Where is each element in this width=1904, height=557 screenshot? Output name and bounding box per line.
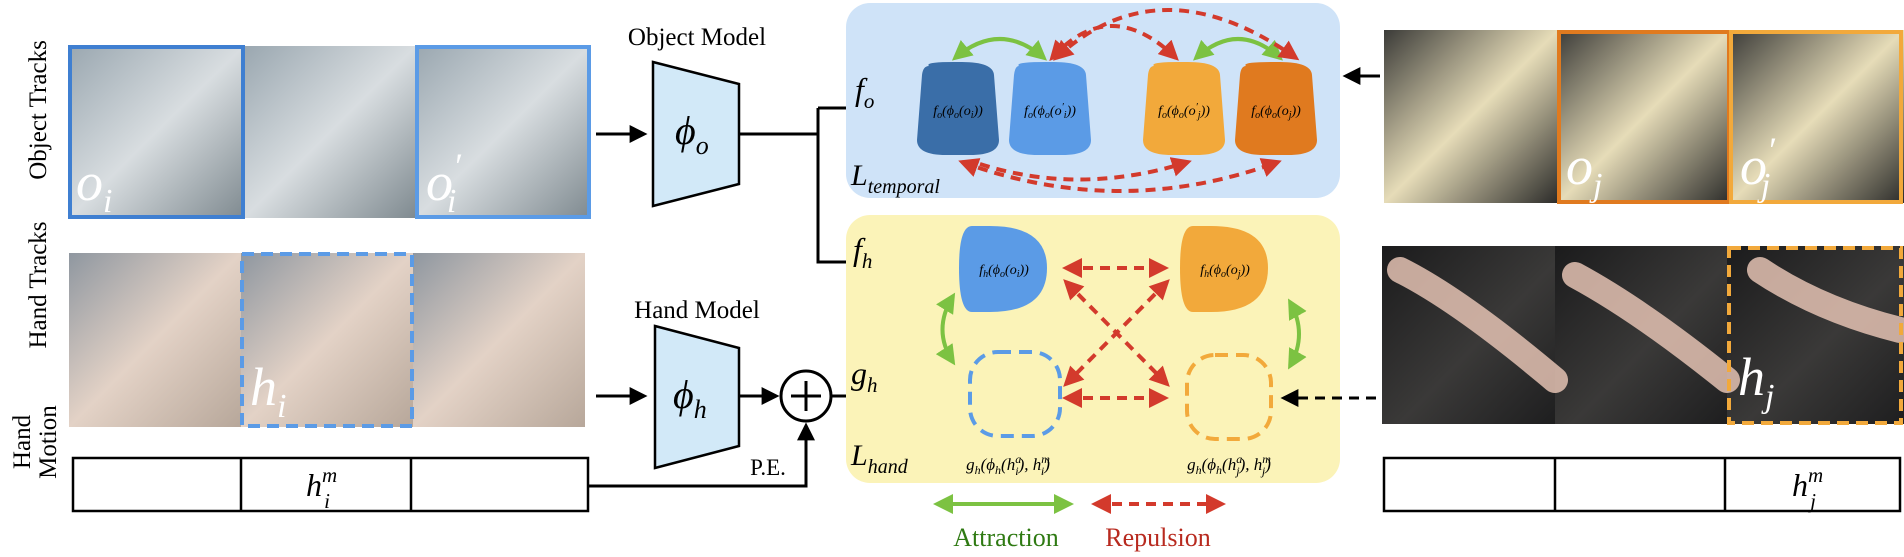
repulsion-diagonal-2 (1063, 279, 1170, 387)
hand-model-symbol: ϕh (673, 372, 707, 424)
motion-strip-right (1382, 456, 1902, 513)
left-hand-track: hi (69, 252, 585, 428)
gh-hi-formula: gh(ϕh(ha i), hm i) (966, 452, 1050, 478)
o-j-label: oj (1566, 136, 1602, 204)
temporal-node-oi-prime: fo(ϕo(o′i)) (1009, 62, 1091, 155)
temporal-node-oj: fo(ϕo(oj)) (1235, 62, 1317, 155)
hand-frame-3 (413, 253, 585, 427)
object-frame-3 (416, 46, 590, 218)
l-hand-label: Lhand (850, 439, 909, 478)
gh-hj-formula: gh(ϕh(ha j), hm j) (1187, 452, 1271, 478)
attraction-arc-left (935, 292, 956, 366)
object-feature-trunk (739, 108, 820, 136)
right-hand-track: hj (1382, 246, 1904, 425)
left-hand-motion: hm i (71, 456, 590, 513)
right-object-track: oj o′ j (1384, 30, 1904, 204)
svg-text:fo(ϕo(oi)): fo(ϕo(oi)) (933, 104, 983, 121)
hand-node-fh-oi: fh(ϕo(oi)) (959, 226, 1047, 312)
h-j-m-label: hm j (1792, 463, 1823, 513)
repulsion-arc-oi-oj (958, 158, 1282, 193)
object-tracks-label: Object Tracks (25, 40, 52, 180)
temporal-node-oi: fo(ϕo(oi)) (917, 62, 999, 155)
hand-model-trapezoid (653, 324, 741, 470)
attraction-arc-right (1288, 298, 1307, 370)
o-i-label: oi (76, 152, 112, 220)
right-object-frame-3 (1730, 30, 1904, 203)
right-hand-frame-3-border (1727, 246, 1903, 425)
hand-node-fh-oj: fh(ϕo(oj)) (1180, 226, 1268, 312)
h-i-label: hi (250, 357, 286, 425)
svg-text:fh(ϕo(oi)): fh(ϕo(oi)) (979, 263, 1029, 280)
object-frame-1 (69, 46, 244, 218)
row-labels: Object Tracks Hand Tracks Hand Motion (9, 40, 62, 479)
hand-model: Hand Model ϕh (634, 297, 760, 470)
pe-label: P.E. (750, 455, 786, 480)
gh-label: gh (851, 355, 878, 397)
hand-node-gh-hi (968, 350, 1062, 438)
svg-text:fo(ϕo(oj)): fo(ϕo(oj)) (1251, 104, 1301, 121)
object-model-symbol: ϕo (675, 108, 709, 160)
legend-attraction-label: Attraction (953, 523, 1058, 552)
object-model: Object Model ϕo (628, 24, 766, 208)
hand-motion-label-line1: Hand (9, 414, 36, 469)
hand-frame-2-border (240, 252, 414, 428)
hand-motion-label-line2: Motion (35, 405, 62, 479)
motion-strip-left (71, 456, 590, 513)
hand-tracks-label: Hand Tracks (25, 221, 52, 348)
hand-loss-panel: fh gh Lhand fh(ϕo(oi)) fh(ϕo(oj)) gh(ϕh(… (846, 215, 1340, 483)
svg-text:fo(ϕo(o′j)): fo(ϕo(o′j)) (1158, 102, 1210, 121)
object-frame-2 (244, 46, 416, 218)
object-model-title: Object Model (628, 24, 766, 51)
legend-repulsion-label: Repulsion (1105, 523, 1210, 552)
adder-node (779, 369, 833, 423)
hand-model-title: Hand Model (634, 297, 760, 324)
left-object-track: oi o′ i (68, 45, 591, 220)
temporal-loss-panel: fo Ltemporal fo(ϕo(oi)) fo(ϕo(o′i)) fo(ϕ… (846, 3, 1340, 198)
svg-text:fh(ϕo(oj)): fh(ϕo(oj)) (1200, 263, 1250, 280)
o-i-prime-label: o′ i (426, 146, 462, 220)
object-frame-3-border (415, 45, 591, 219)
h-j-label: hj (1738, 347, 1774, 415)
temporal-node-oj-prime: fo(ϕo(o′j)) (1143, 62, 1225, 155)
svg-text:fo(ϕo(o′i)): fo(ϕo(o′i)) (1024, 102, 1076, 121)
repulsion-arc-oi-oj-prime (979, 157, 1192, 182)
motion-to-adder-path (588, 422, 815, 488)
repulsion-arc-oi-prime-oj (1053, 8, 1300, 61)
legend: Attraction Repulsion (933, 494, 1226, 552)
right-object-frame-3-border (1729, 30, 1903, 204)
hand-node-gh-hj (1185, 353, 1273, 441)
hand-frame-1 (69, 253, 241, 427)
hand-frame-2 (241, 253, 413, 427)
right-object-frame-1 (1384, 30, 1558, 203)
attraction-arc-oi-oi-prime (951, 37, 1048, 61)
o-j-prime-label: o′ j (1740, 130, 1776, 204)
right-hand-motion: hm j (1382, 456, 1902, 513)
l-temporal-label: Ltemporal (850, 159, 940, 198)
h-i-m-label: hm i (306, 463, 337, 513)
right-object-frame-2 (1558, 30, 1730, 203)
object-frame-1-border (68, 45, 245, 219)
object-model-trapezoid (651, 60, 741, 208)
